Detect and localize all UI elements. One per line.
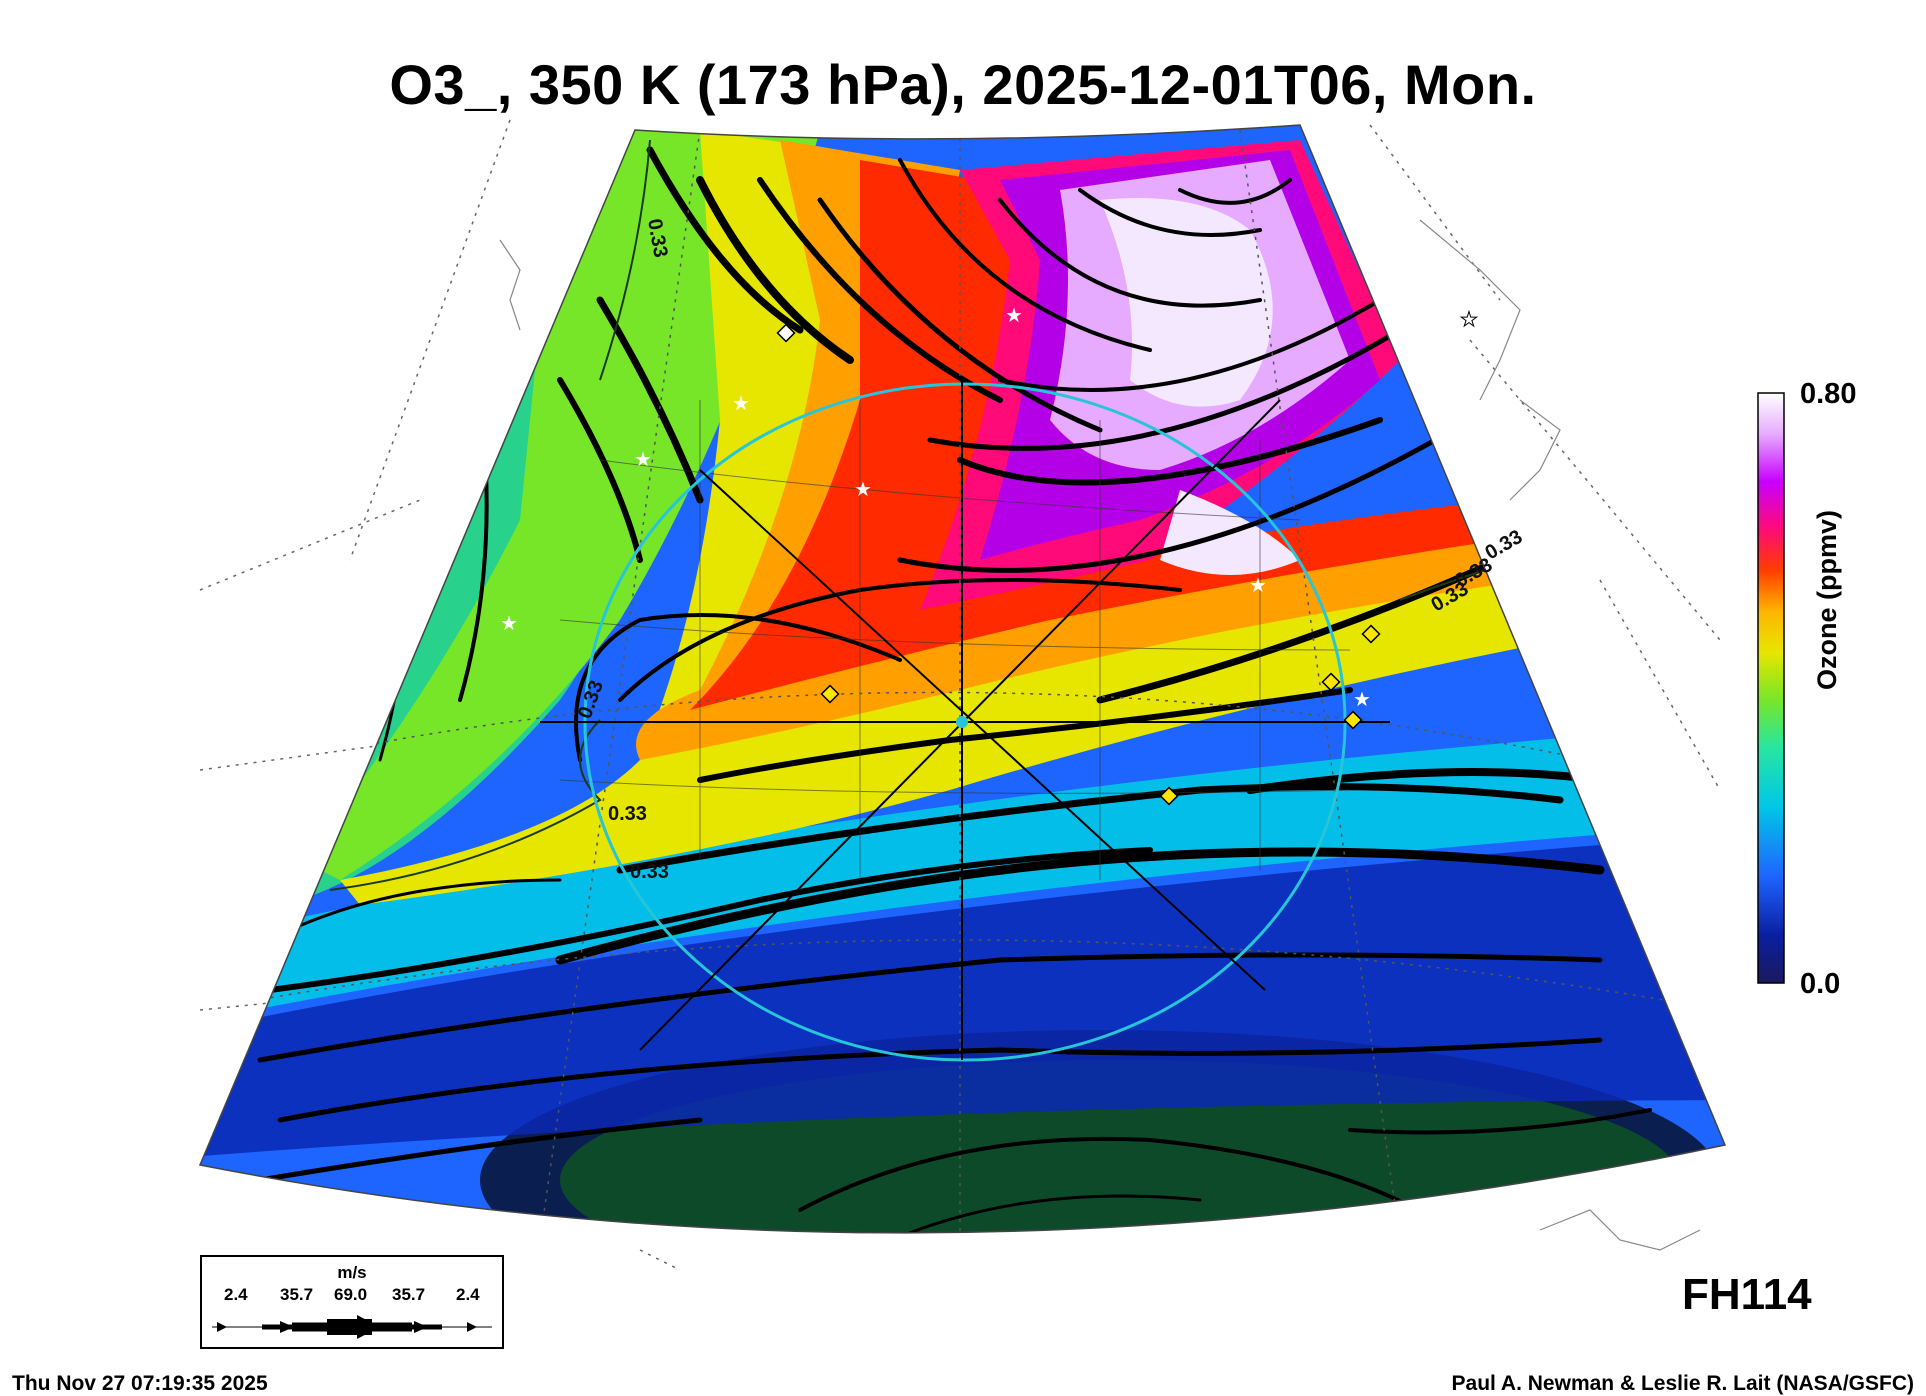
- timestamp: Thu Nov 27 07:19:35 2025: [12, 1372, 268, 1395]
- map-outline: [198, 124, 1727, 1234]
- station-markers: ★ ★ ★ ★ ★ ★ ★ ★ ★: [500, 305, 1489, 806]
- forecast-hour-label: FH114: [1682, 1270, 1812, 1319]
- svg-text:★: ★: [732, 393, 750, 415]
- wind-legend-value: 35.7: [280, 1285, 314, 1304]
- svg-text:★: ★: [634, 449, 652, 471]
- wind-legend-arrows: [212, 1315, 492, 1339]
- interior-grid: [559, 400, 1351, 880]
- svg-text:★: ★: [1353, 689, 1371, 711]
- colorbar-min-label: 0.0: [1800, 968, 1841, 1000]
- outer-coastlines: [499, 219, 1701, 1251]
- contour-label: 0.33: [630, 861, 669, 883]
- wind-legend-value: 2.4: [456, 1285, 480, 1304]
- center-marker: [956, 716, 968, 728]
- svg-text:★: ★: [1249, 575, 1267, 597]
- colorbar-max-label: 0.80: [1800, 378, 1857, 410]
- dotted-graticule: [200, 129, 1721, 1233]
- wind-legend-value: 35.7: [392, 1285, 426, 1304]
- svg-text:★: ★: [854, 479, 872, 501]
- credit-line: Paul A. Newman & Leslie R. Lait (NASA/GS…: [1451, 1372, 1914, 1395]
- map-title: O3_, 350 K (173 hPa), 2025-12-01T06, Mon…: [389, 53, 1537, 116]
- wind-streamlines: [257, 146, 1652, 1233]
- svg-text:★: ★: [1471, 527, 1489, 549]
- colorbar-axis-label: Ozone (ppmv): [1812, 510, 1842, 690]
- colorbar: [1757, 392, 1785, 984]
- wind-legend-value: 69.0: [334, 1285, 368, 1304]
- wind-legend: m/s 2.4 35.7 69.0 35.7 2.4: [200, 1255, 504, 1349]
- wind-legend-value: 2.4: [224, 1285, 248, 1304]
- svg-text:★: ★: [1005, 305, 1023, 327]
- wind-legend-units: m/s: [337, 1263, 367, 1282]
- svg-text:★: ★: [500, 613, 518, 635]
- contour-label: 0.33: [608, 803, 647, 825]
- svg-text:★: ★: [1460, 309, 1478, 331]
- ozone-field: [200, 125, 1725, 1233]
